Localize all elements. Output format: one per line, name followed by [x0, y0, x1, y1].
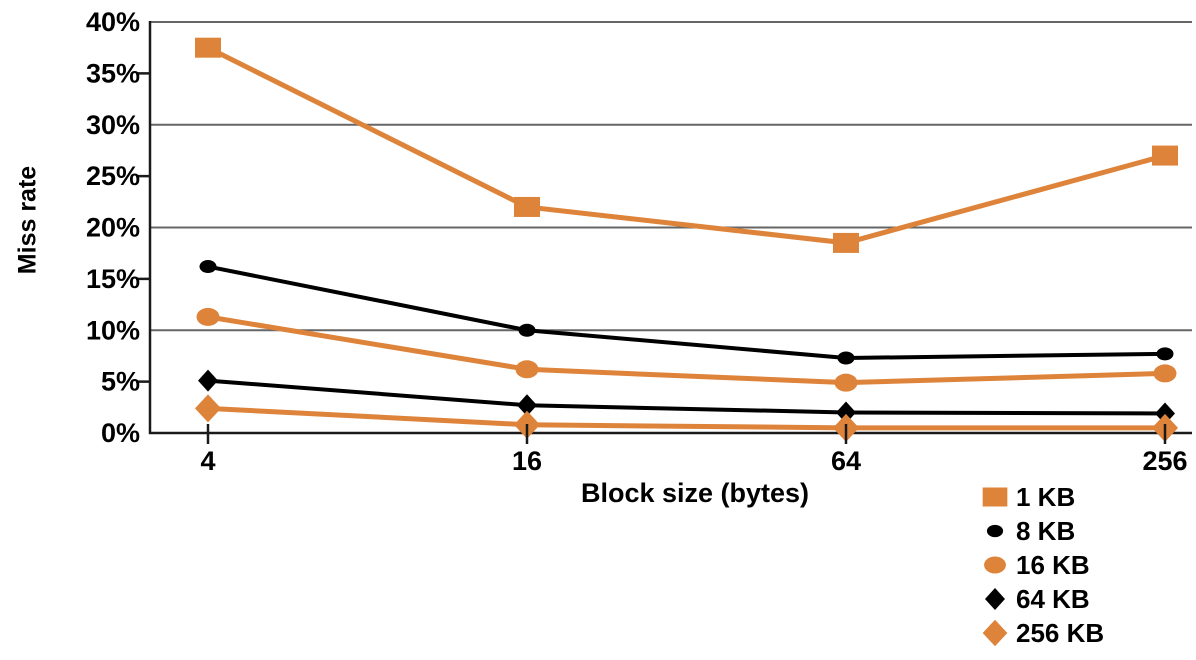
legend-item-16kb: 16 KB: [980, 548, 1104, 582]
data-point-marker: [199, 260, 217, 274]
x-axis-title: Block size (bytes): [580, 478, 810, 508]
y-tick-label: 10%: [86, 315, 140, 345]
diamond-marker-icon: [985, 588, 1005, 610]
data-point-marker: [195, 394, 221, 423]
legend-item-1kb: 1 KB: [980, 480, 1104, 514]
circle-marker-icon: [984, 556, 1006, 574]
legend-item-64kb: 64 KB: [980, 582, 1104, 616]
data-point-marker: [985, 588, 1005, 610]
y-tick-label: 5%: [101, 367, 140, 397]
data-point-marker: [518, 323, 536, 337]
legend-label: 64 KB: [1016, 583, 1090, 614]
legend-label: 8 KB: [1016, 515, 1076, 546]
series-line-256kb: [207, 405, 1165, 431]
legend-label: 1 KB: [1016, 481, 1076, 512]
circle-marker-icon: [986, 524, 1004, 538]
data-point-marker: [196, 307, 220, 326]
data-point-marker: [984, 556, 1006, 574]
data-point-marker: [195, 37, 221, 58]
series-line-64kb: [207, 378, 1166, 416]
x-tick-label: 256: [1142, 446, 1187, 476]
square-marker-icon: [982, 487, 1008, 507]
diamond-marker-icon: [982, 619, 1008, 647]
data-point-marker: [982, 619, 1008, 647]
x-tick-label: 16: [512, 446, 542, 476]
legend-label: 256 KB: [1016, 617, 1105, 648]
data-point-marker: [836, 401, 856, 424]
data-point-marker: [198, 369, 218, 392]
data-point-marker: [1152, 145, 1178, 166]
data-point-marker: [515, 360, 539, 379]
series-line-8kb: [207, 264, 1166, 360]
y-tick-label: 25%: [86, 161, 140, 191]
x-tick-label: 64: [831, 446, 861, 476]
data-point-marker: [1156, 347, 1174, 361]
data-point-marker: [517, 394, 537, 417]
data-point-marker: [982, 487, 1008, 507]
y-tick-label: 15%: [86, 264, 140, 294]
y-tick-label: 20%: [86, 213, 140, 243]
data-point-marker: [833, 232, 859, 253]
legend-item-256kb: 256 KB: [980, 616, 1104, 650]
y-axis-title: Miss rate: [13, 165, 42, 275]
chart-legend: 1 KB 8 KB 16 KB 64 KB 256 KB: [980, 480, 1104, 650]
series-line-1kb: [206, 45, 1166, 246]
legend-item-8kb: 8 KB: [980, 514, 1104, 548]
data-point-marker: [834, 373, 858, 392]
legend-label: 16 KB: [1016, 549, 1090, 580]
data-point-marker: [986, 524, 1004, 538]
y-tick-label: 35%: [86, 58, 140, 88]
data-point-marker: [837, 351, 855, 365]
data-point-marker: [1155, 402, 1175, 425]
data-point-marker: [1153, 364, 1177, 383]
y-tick-label: 30%: [86, 110, 140, 140]
y-tick-label: 40%: [86, 7, 140, 37]
x-tick-label: 4: [200, 446, 215, 476]
data-point-marker: [514, 196, 540, 217]
series-line-16kb: [207, 314, 1166, 386]
y-tick-label: 0%: [101, 418, 140, 448]
